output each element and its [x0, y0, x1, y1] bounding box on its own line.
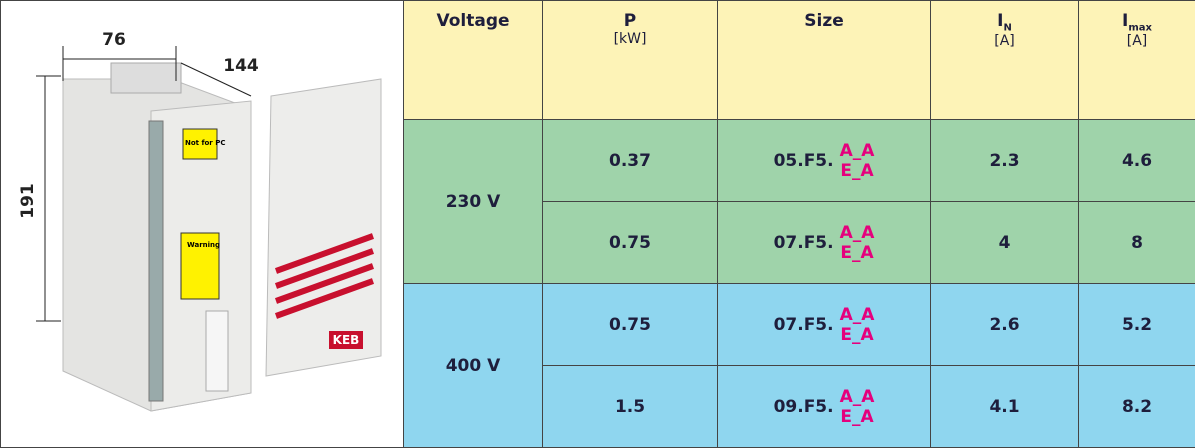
header-sub: N [1003, 22, 1011, 33]
size-option: A_A [840, 141, 875, 161]
header-cell: IN[A] [931, 1, 1079, 120]
page: {"image":{"dimensions":{"width":"76","de… [0, 0, 1195, 442]
power-cell: 0.37 [543, 120, 718, 202]
image-cell: Not for PC Warning KEB 76 144 191 [1, 1, 404, 448]
header: Size [804, 11, 844, 31]
size-prefix: 07.F5. [774, 233, 834, 253]
device-drawing: Not for PC Warning KEB 76 144 191 [1, 1, 403, 439]
width-dimension: 76 [102, 30, 126, 50]
body: Not for PC Warning KEB 76 144 191 Voltag… [0, 0, 1195, 442]
header-cell: P[kW] [543, 1, 718, 120]
size-option: E_A [840, 407, 875, 427]
header-cell: Voltage [404, 1, 543, 120]
header-sub: max [1128, 22, 1152, 33]
size-prefix: 09.F5. [774, 397, 834, 417]
size-option: A_A [840, 305, 875, 325]
imax-cell: 8.2 [1079, 366, 1195, 448]
power-cell: 0.75 [543, 202, 718, 284]
size-prefix: 07.F5. [774, 315, 834, 335]
power-cell: 0.75 [543, 284, 718, 366]
spec-table: Not for PC Warning KEB 76 144 191 Voltag… [0, 0, 1195, 448]
size-option: E_A [840, 325, 875, 345]
header-unit: [kW] [543, 31, 717, 47]
in-cell: 2.6 [931, 284, 1079, 366]
power-cell: 1.5 [543, 366, 718, 448]
imax-cell: 5.2 [1079, 284, 1195, 366]
sticker-label: Not for PC [185, 139, 225, 147]
depth-dimension: 144 [223, 56, 259, 76]
voltage-cell: 400 V [404, 284, 543, 448]
in-cell: 4.1 [931, 366, 1079, 448]
imax-cell: 8 [1079, 202, 1195, 284]
brand-label: KEB [333, 333, 360, 347]
header: Voltage [436, 11, 509, 31]
height-dimension: 191 [18, 183, 38, 219]
warning-label: Warning [187, 241, 220, 249]
in-cell: 2.3 [931, 120, 1079, 202]
size-option: A_A [840, 223, 875, 243]
in-cell: 4 [931, 202, 1079, 284]
header: P [624, 11, 636, 31]
size-option: E_A [840, 243, 875, 263]
size-prefix: 05.F5. [774, 151, 834, 171]
header-cell: Size [718, 1, 931, 120]
header-cell: Imax[A] [1079, 1, 1195, 120]
size-option: A_A [840, 387, 875, 407]
header-unit: [A] [931, 33, 1078, 49]
header-unit: [A] [1079, 33, 1195, 49]
voltage-cell: 230 V [404, 120, 543, 284]
size-option: E_A [840, 161, 875, 181]
imax-cell: 4.6 [1079, 120, 1195, 202]
